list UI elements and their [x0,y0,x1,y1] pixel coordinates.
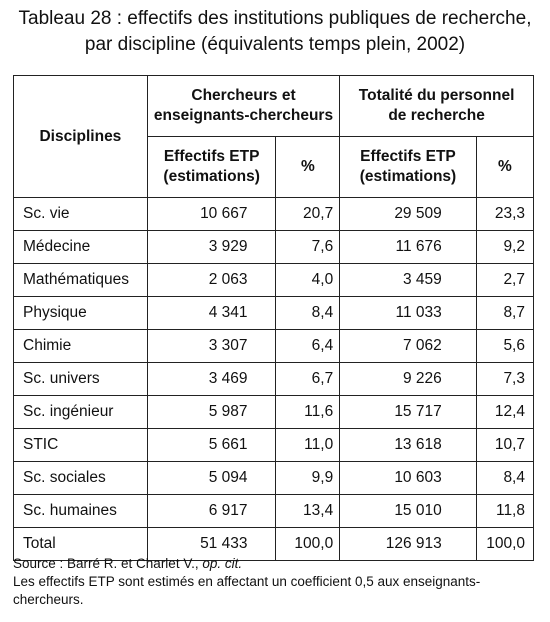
header-effectifs-total-staff: Effectifs ETP (estimations) [339,136,477,198]
researchers-fte-cell: 6 917 [146,494,277,528]
researchers-fte-cell: 5 094 [146,461,277,495]
total-staff-percent-cell: 2,7 [475,263,535,297]
total-staff-fte-cell: 13 618 [339,428,477,462]
researchers-fte-cell: 2 063 [146,263,277,297]
total-staff-percent-cell: 5,6 [475,329,535,363]
header-disciplines: Disciplines [13,75,148,198]
table-row: Sc. sociales 5 094 9,9 10 603 8,4 [13,461,535,495]
table-title: Tableau 28 : effectifs des institutions … [0,6,550,58]
table-row-total: Total 51 433 100,0 126 913 100,0 [13,527,535,561]
table-row: Sc. univers 3 469 6,7 9 226 7,3 [13,362,535,396]
total-staff-fte-cell: 10 603 [339,461,477,495]
methodology-note: Les effectifs ETP sont estimés en affect… [13,574,481,607]
header-group-total-staff-line-2: de recherche [388,107,485,124]
researchers-percent-cell: 6,7 [275,362,341,396]
total-staff-fte-cell: 3 459 [339,263,477,297]
researchers-percent-cell: 100,0 [275,527,341,561]
table-title-line-2: par discipline (équivalents temps plein,… [84,34,466,55]
header-percent-total-staff: % [475,136,535,198]
researchers-fte-cell: 3 469 [146,362,277,396]
discipline-cell: Physique [13,296,148,330]
researchers-percent-cell: 8,4 [275,296,341,330]
researchers-percent-cell: 11,6 [275,395,341,429]
discipline-cell: Sc. univers [13,362,148,396]
researchers-percent-cell: 13,4 [275,494,341,528]
researchers-percent-cell: 9,9 [275,461,341,495]
table-row: Sc. humaines 6 917 13,4 15 010 11,8 [13,494,535,528]
researchers-percent-cell: 11,0 [275,428,341,462]
researchers-fte-cell: 3 307 [146,329,277,363]
researchers-percent-cell: 7,6 [275,230,341,264]
header-group-researchers-line-2: enseignants-chercheurs [153,107,334,124]
researchers-fte-cell: 4 341 [146,296,277,330]
discipline-cell: Chimie [13,329,148,363]
table-row: Sc. ingénieur 5 987 11,6 15 717 12,4 [13,395,535,429]
discipline-cell: Sc. ingénieur [13,395,148,429]
source-citation: op. cit. [202,556,243,571]
total-staff-fte-cell: 29 509 [339,197,477,231]
header-effectifs-line-1: Effectifs ETP [163,148,260,165]
header-row-2: Effectifs ETP (estimations) % Effectifs … [14,136,535,198]
discipline-cell: Sc. humaines [13,494,148,528]
researchers-fte-cell: 10 667 [146,197,277,231]
total-staff-fte-cell: 11 033 [339,296,477,330]
table-row: Sc. vie 10 667 20,7 29 509 23,3 [13,197,535,231]
header-group-researchers-line-1: Chercheurs et [191,87,296,104]
discipline-cell: Médecine [13,230,148,264]
researchers-fte-cell: 5 987 [146,395,277,429]
discipline-cell: Total [13,527,148,561]
header-group-researchers: Chercheurs et enseignants-chercheurs [146,75,341,137]
source-prefix: Source : Barré R. et Charlet V., [13,556,203,571]
total-staff-percent-cell: 100,0 [475,527,535,561]
table-row: Médecine 3 929 7,6 11 676 9,2 [13,230,535,264]
header-effectifs-researchers: Effectifs ETP (estimations) [146,136,277,198]
total-staff-percent-cell: 7,3 [475,362,535,396]
header-group-total-staff: Totalité du personnel de recherche [339,75,534,137]
researchers-percent-cell: 20,7 [275,197,341,231]
researchers-fte-cell: 5 661 [146,428,277,462]
researchers-fte-cell: 51 433 [146,527,277,561]
total-staff-percent-cell: 23,3 [475,197,535,231]
total-staff-percent-cell: 8,7 [475,296,535,330]
researchers-percent-cell: 6,4 [275,329,341,363]
total-staff-fte-cell: 7 062 [339,329,477,363]
total-staff-percent-cell: 10,7 [475,428,535,462]
discipline-cell: Sc. vie [13,197,148,231]
table-row: STIC 5 661 11,0 13 618 10,7 [13,428,535,462]
total-staff-fte-cell: 15 010 [339,494,477,528]
discipline-cell: STIC [13,428,148,462]
table-title-line-1: Tableau 28 : effectifs des institutions … [18,8,532,29]
total-staff-percent-cell: 11,8 [475,494,535,528]
table-row: Chimie 3 307 6,4 7 062 5,6 [13,329,535,363]
discipline-cell: Mathématiques [13,263,148,297]
source-note: Source : Barré R. et Charlet V., op. cit… [13,555,538,609]
total-staff-fte-cell: 15 717 [339,395,477,429]
header-row-1: Disciplines Chercheurs et enseignants-ch… [13,75,534,198]
table-row: Mathématiques 2 063 4,0 3 459 2,7 [13,263,535,297]
header-effectifs-line-2: (estimations) [163,168,260,185]
total-staff-percent-cell: 9,2 [475,230,535,264]
source-line: Source : Barré R. et Charlet V., op. cit… [13,555,538,573]
total-staff-percent-cell: 8,4 [475,461,535,495]
total-staff-percent-cell: 12,4 [475,395,535,429]
total-staff-fte-cell: 126 913 [339,527,477,561]
staff-by-discipline-table: Disciplines Chercheurs et enseignants-ch… [13,75,535,561]
discipline-cell: Sc. sociales [13,461,148,495]
total-staff-fte-cell: 11 676 [339,230,477,264]
header-effectifs-line-2: (estimations) [359,168,457,185]
total-staff-fte-cell: 9 226 [339,362,477,396]
header-group-total-staff-line-1: Totalité du personnel [358,87,515,104]
researchers-fte-cell: 3 929 [146,230,277,264]
header-effectifs-line-1: Effectifs ETP [360,148,456,165]
researchers-percent-cell: 4,0 [275,263,341,297]
table-row: Physique 4 341 8,4 11 033 8,7 [13,296,535,330]
header-percent-researchers: % [275,136,341,198]
